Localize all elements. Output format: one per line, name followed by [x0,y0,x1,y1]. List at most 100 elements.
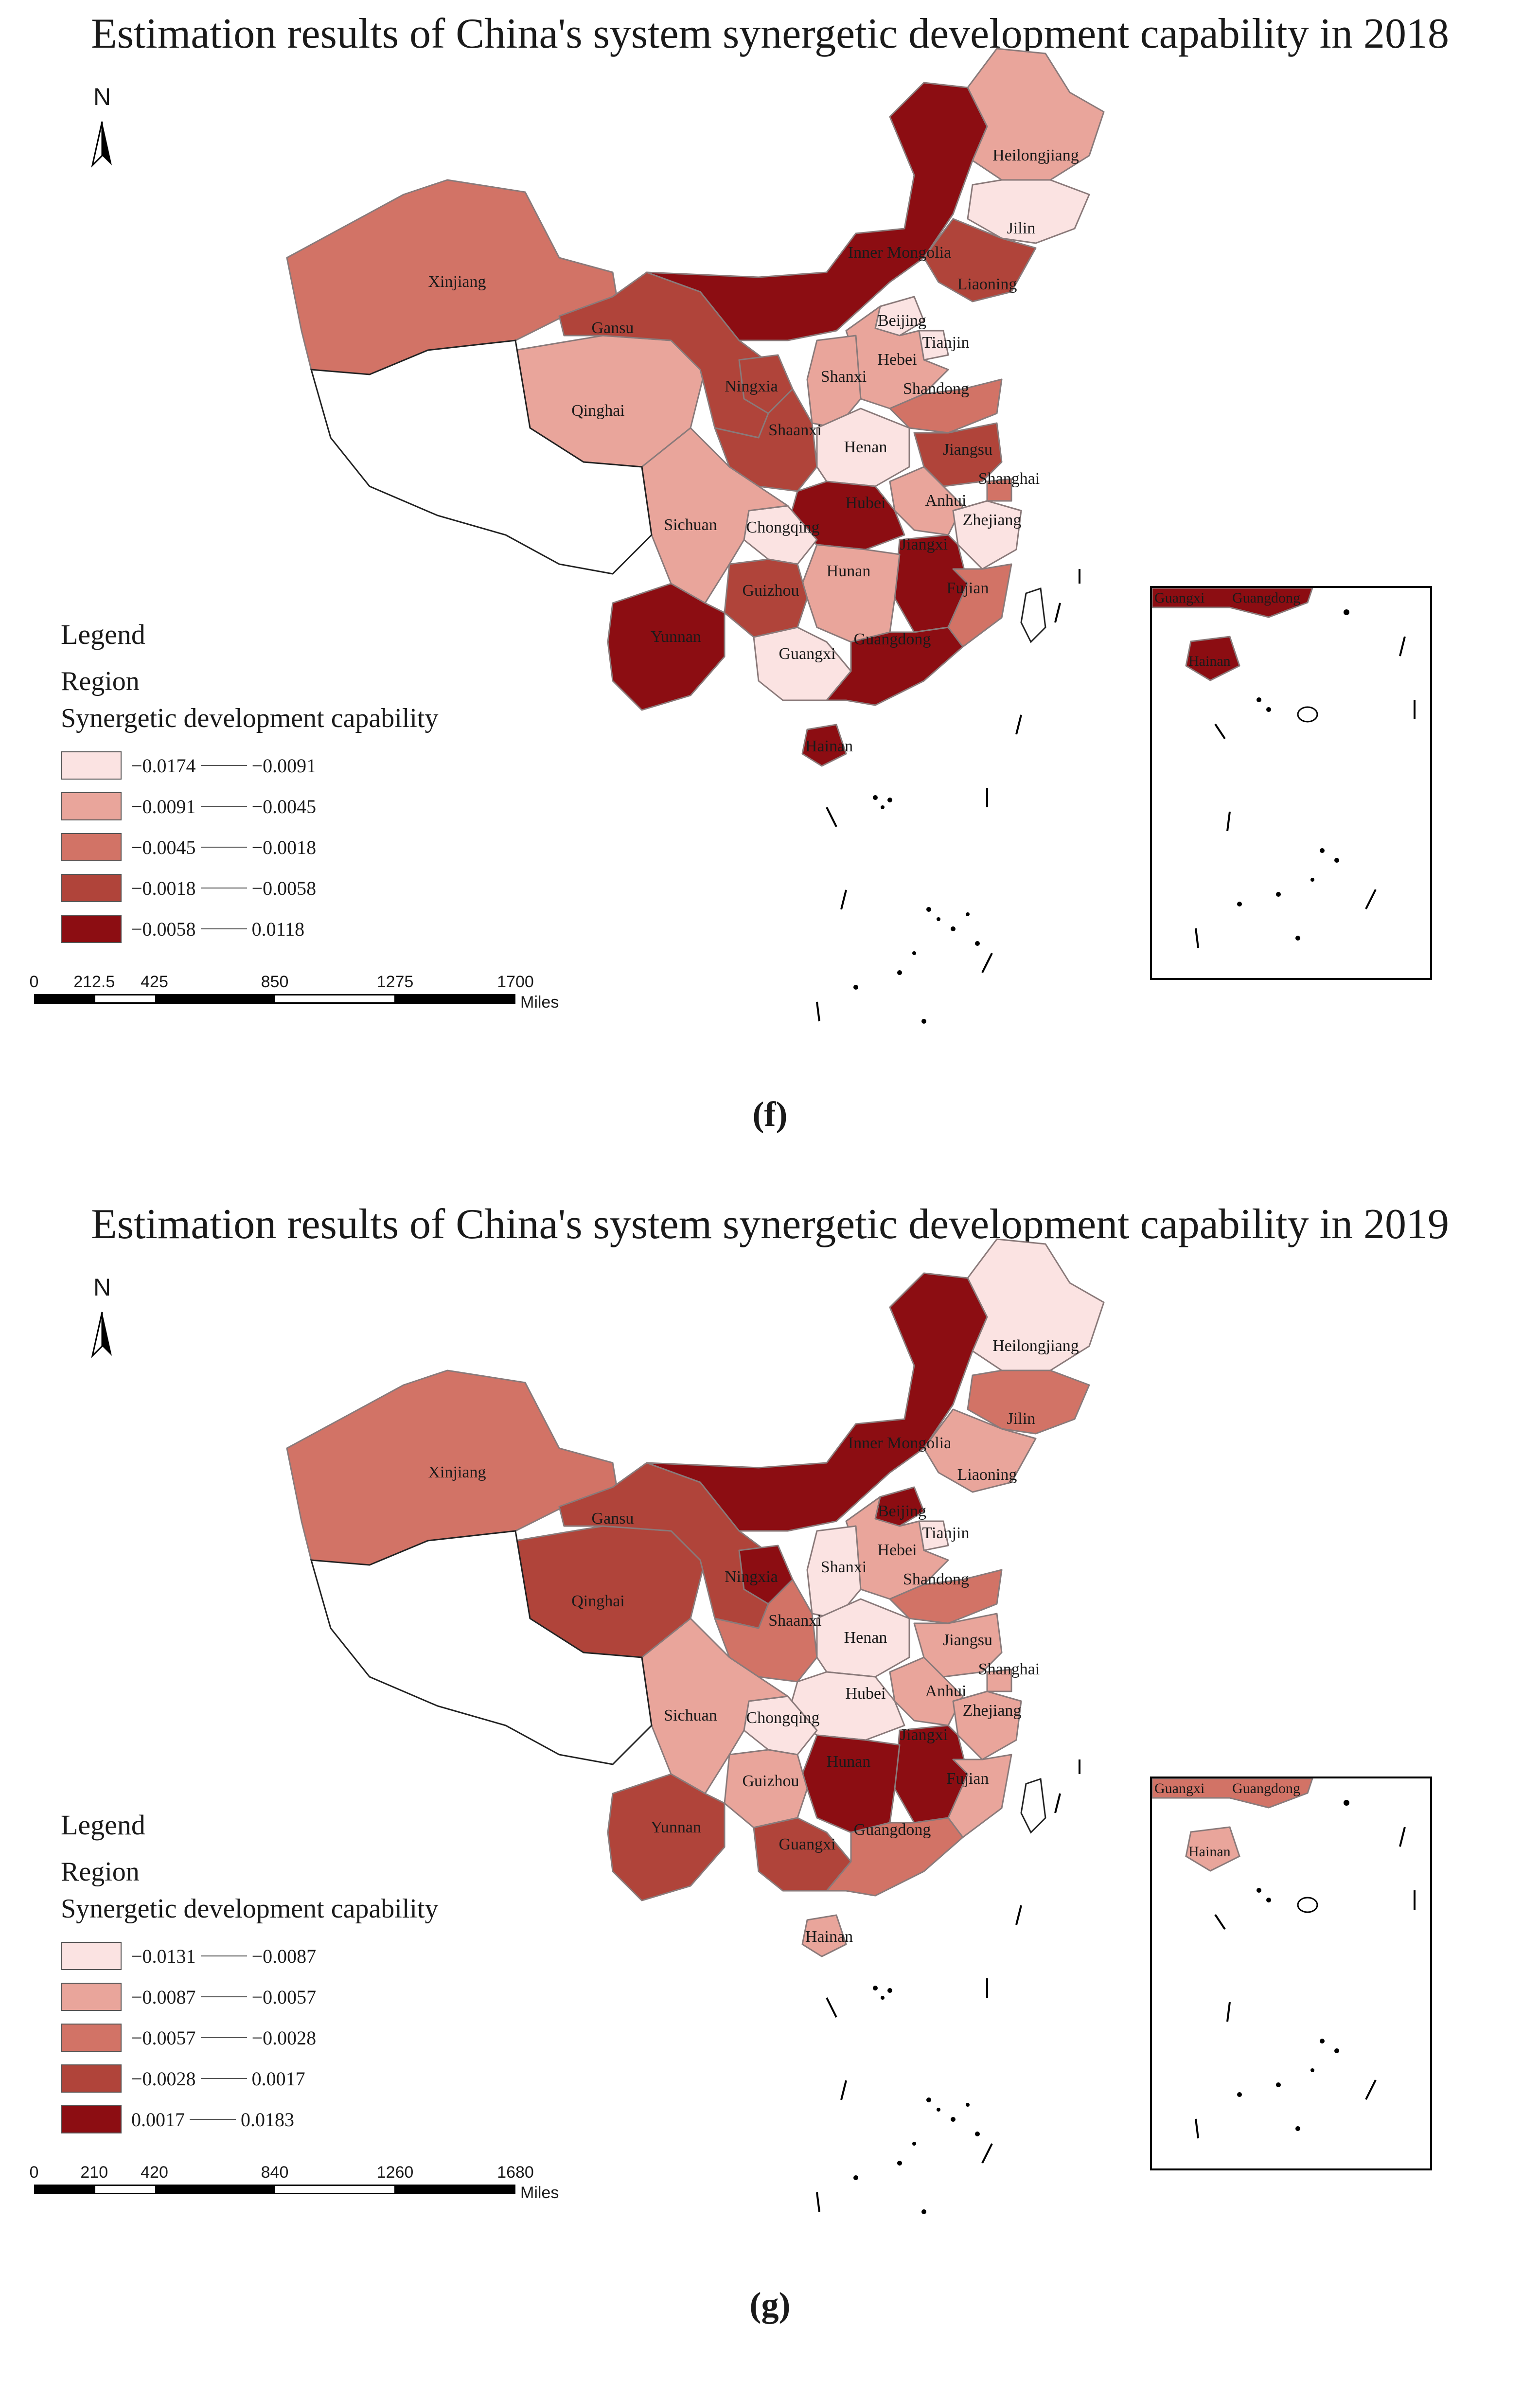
province-heilongjiang [967,48,1105,181]
province-label-guizhou: Guizhou [742,582,799,600]
province-label-hubei: Hubei [845,1685,885,1703]
legend-range-high: −0.0087 [251,1945,317,1967]
province-label-shanghai: Shanghai [978,1660,1040,1678]
scale-segment [275,2186,394,2193]
south-china-sea-inset: Guangxi Guangdong Hainan [1150,1777,1432,2170]
legend-swatch [61,1983,122,2011]
province-label-fujian: Fujian [947,579,989,597]
province-label-heilongjiang: Heilongjiang [992,1337,1079,1355]
scale-tick-label: 0 [29,2163,39,2182]
scale-segment [95,995,155,1002]
province-label-shandong: Shandong [903,380,969,398]
province-fujian [947,563,1012,648]
province-shanghai [986,478,1012,502]
province-label-jiangsu: Jiangsu [943,1631,992,1649]
inset-guangdong [1152,1778,1313,1809]
province-label-sichuan: Sichuan [664,1706,717,1724]
province-label-qinghai: Qinghai [571,402,625,420]
legend-range-high: 0.0183 [241,2108,294,2131]
legend-range-high: 0.0118 [251,918,305,940]
province-guangdong [826,1817,964,1897]
scale-unit-label: Miles [520,2184,559,2202]
legend-range-high: −0.0057 [251,1986,317,2008]
province-label-shandong: Shandong [903,1570,969,1588]
province-label-fujian: Fujian [947,1770,989,1788]
legend-range-dash [200,2078,247,2079]
north-label: N [93,83,111,110]
province-label-beijing: Beijing [878,1502,926,1520]
legend-class-5: −0.0058 0.0118 [61,908,537,949]
province-liaoning [923,218,1037,302]
legend-class-1: −0.0174 −0.0091 [61,745,537,786]
legend-range-low: −0.0131 [131,1945,196,1967]
province-label-beijing: Beijing [878,312,926,330]
province-label-xinjiang: Xinjiang [428,273,486,291]
province-shanghai [986,1669,1012,1692]
china-choropleth-map: Heilongjiang Jilin Liaoning Inner Mongolia X… [286,48,1105,1024]
province-labels: Heilongjiang Jilin Liaoning Inner Mongolia X… [428,1337,1079,1946]
scale-bar: 0 210 420 840 1260 1680 Miles [30,2163,579,2207]
province-label-inner-mongolia: Inner Mongolia [848,244,951,262]
legend-class-3: −0.0057 −0.0028 [61,2017,537,2058]
province-label-guangdong: Guangdong [854,630,931,648]
province-label-jilin: Jilin [1007,219,1036,237]
north-label: N [93,1274,111,1301]
legend-range-low: −0.0174 [131,754,196,777]
scale-segment [275,995,394,1002]
south-sea-islands [853,795,980,1024]
legend-swatch [61,833,122,861]
scale-tick-label: 0 [29,973,39,991]
province-hunan [801,1734,901,1833]
province-label-liaoning: Liaoning [957,275,1017,293]
scale-tick-label: 850 [261,973,289,991]
legend-swatch [61,2105,122,2133]
province-label-yunnan: Yunnan [651,628,701,646]
province-label-hunan: Hunan [827,1753,871,1771]
province-label-shanxi: Shanxi [821,1558,867,1576]
province-label-guangxi: Guangxi [779,1835,835,1853]
inset-label-guangxi: Guangxi [1154,1780,1204,1796]
province-label-hainan: Hainan [805,1928,853,1946]
scale-tick-label: 1680 [497,2163,534,2182]
province-jilin [967,179,1090,244]
province-label-henan: Henan [844,1629,887,1647]
scale-tick-label: 210 [80,2163,108,2182]
legend-range-low: −0.0028 [131,2067,196,2090]
inset-label-hainan: Hainan [1188,1844,1231,1860]
legend-range-high: −0.0058 [251,877,317,899]
legend-title: Legend [61,1809,145,1841]
scale-segment [95,2186,155,2193]
legend-range-low: −0.0045 [131,836,196,858]
province-henan [816,408,910,487]
province-jilin [967,1369,1090,1435]
province-label-jiangxi: Jiangxi [900,1726,948,1744]
province-label-hunan: Hunan [827,562,871,580]
legend-swatch [61,1942,122,1970]
province-label-shaanxi: Shaanxi [768,1612,822,1630]
legend-swatch [61,751,122,780]
legend-class-4: −0.0018 −0.0058 [61,868,537,908]
province-label-chongqing: Chongqing [746,518,819,536]
province-label-hebei: Hebei [877,1541,917,1559]
province-label-tianjin: Tianjin [922,1524,969,1542]
province-label-shanghai: Shanghai [978,470,1040,488]
legend-items: −0.0131 −0.0087 −0.0087 −0.0057 −0.0057 −0.00… [61,1936,537,2140]
taiwan-outline [1020,1777,1046,1834]
legend-class-5: 0.0017 0.0183 [61,2099,537,2140]
province-label-guangxi: Guangxi [779,645,835,663]
province-liaoning [923,1408,1037,1493]
legend-range-dash [200,928,247,929]
province-guizhou [724,1749,808,1829]
legend-range-low: 0.0017 [131,2108,185,2131]
legend-range-high: −0.0091 [251,754,317,777]
legend-swatch [61,2064,122,2093]
south-sea-islands [853,1986,980,2214]
province-yunnan [607,1773,726,1901]
legend-range-low: −0.0058 [131,918,196,940]
inset-label-guangxi: Guangxi [1154,590,1204,606]
province-sichuan [641,427,789,604]
map-panel-2018: Estimation results of China's system syn… [0,0,1540,1190]
province-sichuan [641,1617,789,1795]
nine-dash-line [816,1759,1080,2212]
legend-subtitle: Synergetic development capability [61,703,439,733]
